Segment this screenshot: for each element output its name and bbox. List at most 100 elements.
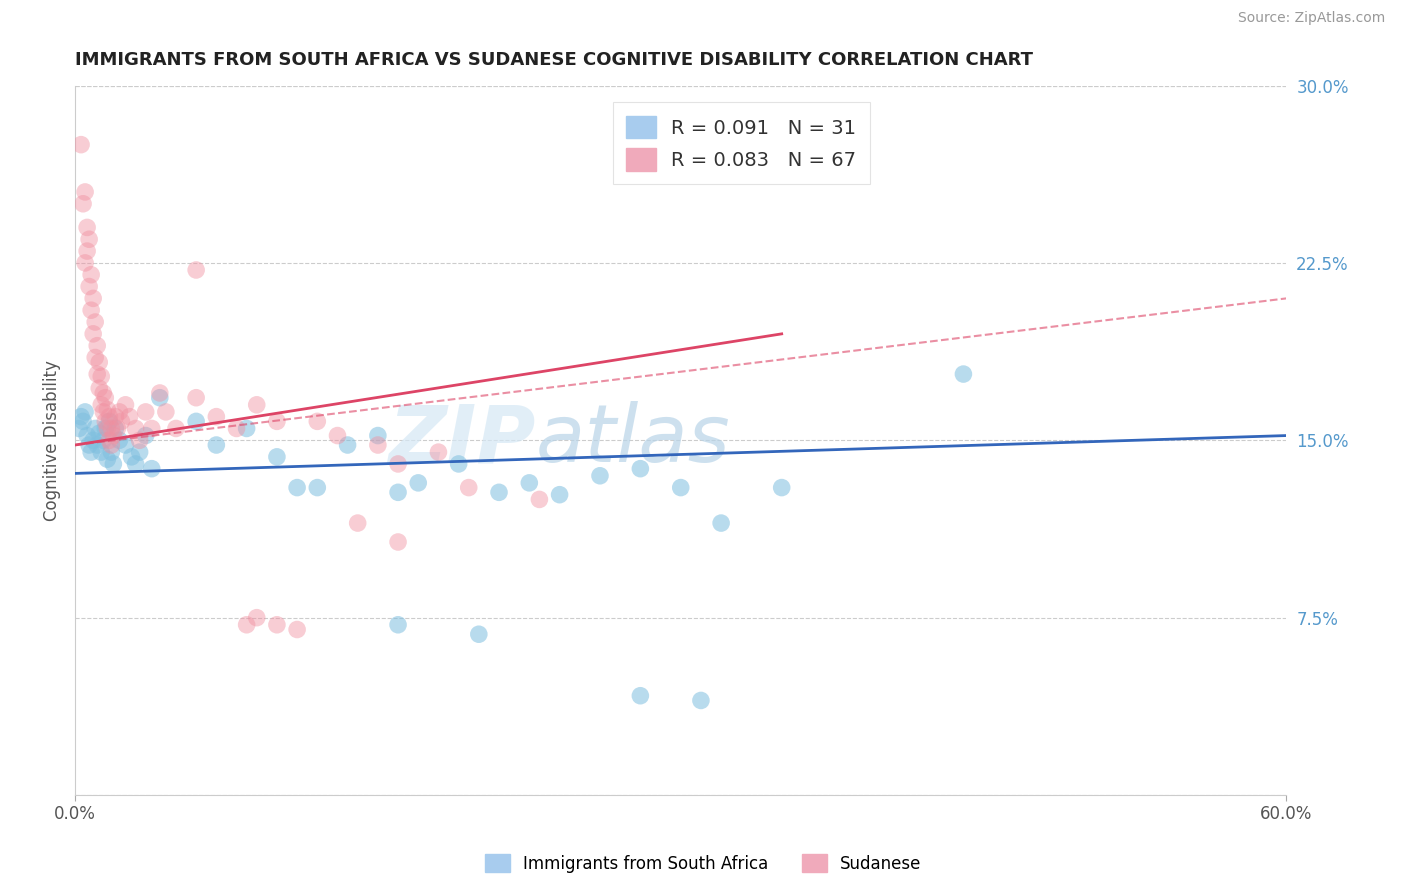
Text: Source: ZipAtlas.com: Source: ZipAtlas.com	[1237, 12, 1385, 25]
Point	[121, 450, 143, 464]
Point	[589, 468, 612, 483]
Point	[107, 421, 129, 435]
Point	[128, 434, 150, 448]
Point	[124, 421, 146, 435]
Point	[108, 434, 131, 448]
Point	[76, 220, 98, 235]
Point	[447, 457, 470, 471]
Point	[77, 279, 100, 293]
Point	[76, 428, 98, 442]
Point	[124, 457, 146, 471]
Point	[90, 398, 112, 412]
Point	[367, 428, 389, 442]
Point	[82, 292, 104, 306]
Legend: Immigrants from South Africa, Sudanese: Immigrants from South Africa, Sudanese	[478, 847, 928, 880]
Point	[98, 414, 121, 428]
Point	[387, 617, 409, 632]
Point	[72, 196, 94, 211]
Point	[186, 391, 208, 405]
Point	[82, 434, 104, 448]
Point	[103, 457, 125, 471]
Point	[118, 409, 141, 424]
Point	[84, 315, 107, 329]
Text: atlas: atlas	[536, 401, 730, 479]
Point	[90, 445, 112, 459]
Point	[468, 627, 491, 641]
Point	[285, 623, 308, 637]
Point	[628, 461, 651, 475]
Point	[104, 421, 127, 435]
Point	[186, 414, 208, 428]
Point	[94, 414, 117, 428]
Point	[128, 445, 150, 459]
Point	[108, 405, 131, 419]
Point	[91, 434, 114, 448]
Point	[94, 391, 117, 405]
Point	[205, 409, 228, 424]
Point	[326, 428, 349, 442]
Point	[367, 438, 389, 452]
Legend: R = 0.091   N = 31, R = 0.083   N = 67: R = 0.091 N = 31, R = 0.083 N = 67	[613, 103, 870, 184]
Point	[82, 326, 104, 341]
Point	[165, 421, 187, 435]
Point	[67, 421, 90, 435]
Point	[94, 421, 117, 435]
Point	[952, 367, 974, 381]
Point	[669, 481, 692, 495]
Point	[529, 492, 551, 507]
Point	[266, 450, 288, 464]
Point	[628, 689, 651, 703]
Point	[100, 421, 122, 435]
Point	[96, 452, 118, 467]
Point	[149, 386, 172, 401]
Point	[307, 414, 329, 428]
Point	[710, 516, 733, 530]
Point	[246, 610, 269, 624]
Point	[205, 438, 228, 452]
Point	[517, 475, 540, 490]
Point	[89, 426, 111, 441]
Point	[346, 516, 368, 530]
Point	[84, 351, 107, 365]
Point	[387, 485, 409, 500]
Point	[84, 421, 107, 435]
Point	[285, 481, 308, 495]
Point	[80, 268, 103, 282]
Point	[100, 438, 122, 452]
Point	[91, 386, 114, 401]
Point	[266, 414, 288, 428]
Point	[75, 185, 97, 199]
Point	[75, 256, 97, 270]
Point	[149, 391, 172, 405]
Point	[86, 339, 108, 353]
Text: ZIP: ZIP	[388, 401, 536, 479]
Point	[86, 367, 108, 381]
Point	[690, 693, 713, 707]
Point	[100, 445, 122, 459]
Point	[70, 409, 93, 424]
Point	[72, 414, 94, 428]
Point	[89, 355, 111, 369]
Point	[103, 428, 125, 442]
Point	[246, 398, 269, 412]
Point	[406, 475, 429, 490]
Point	[770, 481, 793, 495]
Point	[114, 438, 136, 452]
Point	[155, 405, 177, 419]
Point	[141, 461, 163, 475]
Point	[235, 421, 257, 435]
Point	[548, 488, 571, 502]
Point	[235, 617, 257, 632]
Point	[186, 263, 208, 277]
Point	[77, 438, 100, 452]
Point	[427, 445, 450, 459]
Point	[91, 405, 114, 419]
Point	[387, 457, 409, 471]
Point	[77, 232, 100, 246]
Point	[80, 445, 103, 459]
Y-axis label: Cognitive Disability: Cognitive Disability	[44, 359, 60, 521]
Point	[86, 438, 108, 452]
Point	[98, 434, 121, 448]
Point	[114, 398, 136, 412]
Point	[135, 405, 157, 419]
